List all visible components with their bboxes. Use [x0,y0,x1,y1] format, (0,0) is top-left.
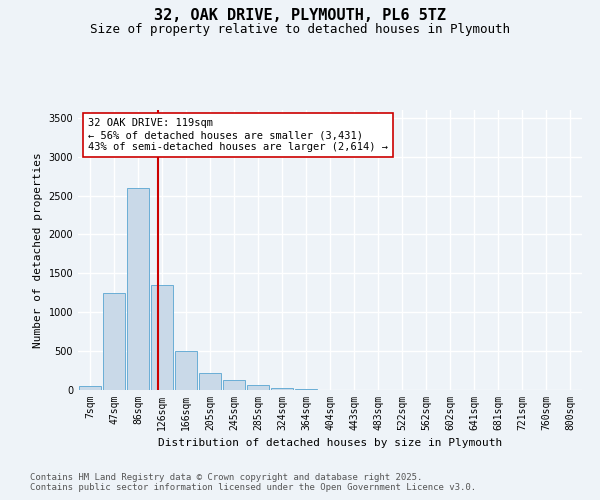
Text: Size of property relative to detached houses in Plymouth: Size of property relative to detached ho… [90,22,510,36]
Bar [247,386,269,390]
Bar [103,293,125,390]
Text: Contains HM Land Registry data © Crown copyright and database right 2025.: Contains HM Land Registry data © Crown c… [30,472,422,482]
X-axis label: Distribution of detached houses by size in Plymouth: Distribution of detached houses by size … [158,438,502,448]
Text: 32 OAK DRIVE: 119sqm
← 56% of detached houses are smaller (3,431)
43% of semi-de: 32 OAK DRIVE: 119sqm ← 56% of detached h… [88,118,388,152]
Bar [79,386,101,390]
Bar [127,188,149,390]
Bar [295,389,317,390]
Text: 32, OAK DRIVE, PLYMOUTH, PL6 5TZ: 32, OAK DRIVE, PLYMOUTH, PL6 5TZ [154,8,446,22]
Text: Contains public sector information licensed under the Open Government Licence v3: Contains public sector information licen… [30,484,476,492]
Bar [199,373,221,390]
Bar [151,285,173,390]
Y-axis label: Number of detached properties: Number of detached properties [33,152,43,348]
Bar [223,380,245,390]
Bar [175,351,197,390]
Bar [271,388,293,390]
